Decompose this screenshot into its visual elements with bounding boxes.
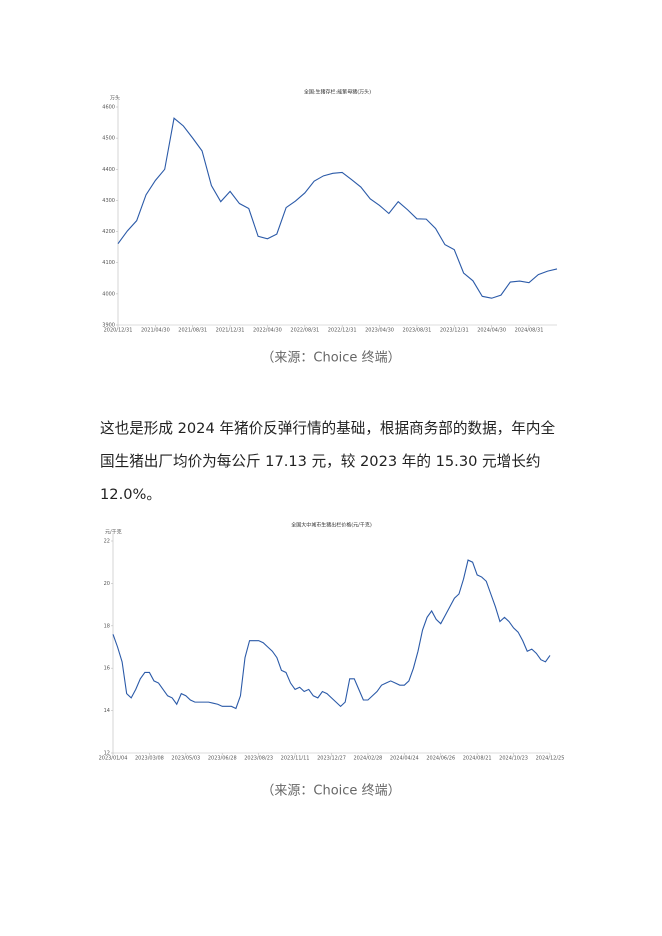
x-tick-label: 2023/08/31 [402, 328, 431, 334]
y-tick-label: 12 [104, 751, 110, 757]
x-tick-label: 2024/04/30 [477, 328, 506, 334]
x-tick-label: 2023/12/27 [317, 756, 346, 762]
x-tick-label: 2023/08/23 [244, 756, 273, 762]
data-line [112, 559, 551, 710]
y-axis-unit: 元/千克 [105, 529, 122, 536]
y-tick-label: 4000 [102, 291, 115, 297]
x-tick-label: 2024/06/26 [426, 756, 455, 762]
y-tick-label: 4600 [102, 105, 115, 111]
x-tick-label: 2022/12/31 [328, 328, 357, 334]
x-tick-label: 2023/03/08 [135, 756, 164, 762]
caption: （来源：Choice 终端） [261, 350, 400, 366]
x-tick-label: 2021/08/31 [178, 328, 207, 334]
x-tick-label: 2023/05/03 [171, 756, 200, 762]
y-tick-label: 22 [104, 539, 110, 545]
x-tick-label: 2021/04/30 [141, 328, 170, 334]
y-axis-unit: 万头 [110, 95, 120, 102]
x-tick-label: 2023/12/31 [440, 328, 469, 334]
x-tick-label: 2024/12/25 [536, 756, 565, 762]
x-tick-label: 2022/08/31 [290, 328, 319, 334]
y-tick-label: 18 [104, 623, 110, 629]
caption: （来源：Choice 终端） [261, 783, 400, 799]
y-tick-label: 4400 [102, 167, 115, 173]
x-tick-label: 2024/08/21 [463, 756, 492, 762]
y-tick-label: 4100 [102, 260, 115, 266]
y-tick-label: 4300 [102, 198, 115, 204]
x-tick-label: 2024/04/24 [390, 756, 419, 762]
x-tick-label: 2023/11/11 [281, 756, 310, 762]
chart-title: 全国大中城市生猪出栏价格(元/千克) [291, 522, 372, 529]
x-tick-label: 2020/12/31 [104, 328, 133, 334]
y-tick-label: 3900 [102, 323, 115, 329]
x-tick-label: 2023/01/04 [99, 756, 128, 762]
data-line [117, 117, 558, 299]
chart-title: 全国:生猪存栏:能繁母猪(万头) [304, 89, 371, 96]
y-tick-label: 14 [104, 708, 110, 714]
x-tick-label: 2023/04/30 [365, 328, 394, 334]
y-tick-label: 20 [104, 581, 110, 587]
x-tick-label: 2023/06/28 [208, 756, 237, 762]
x-tick-label: 2024/10/23 [499, 756, 528, 762]
y-tick-label: 4500 [102, 136, 115, 142]
x-tick-label: 2021/12/31 [216, 328, 245, 334]
x-tick-label: 2024/02/28 [354, 756, 383, 762]
y-tick-label: 4200 [102, 229, 115, 235]
x-tick-label: 2022/04/30 [253, 328, 282, 334]
y-tick-label: 16 [104, 666, 110, 672]
paragraph: 这也是形成 2024 年猪价反弹行情的基础，根据商务部的数据，年内全国生猪出厂均… [100, 420, 556, 503]
x-tick-label: 2024/08/31 [515, 328, 544, 334]
